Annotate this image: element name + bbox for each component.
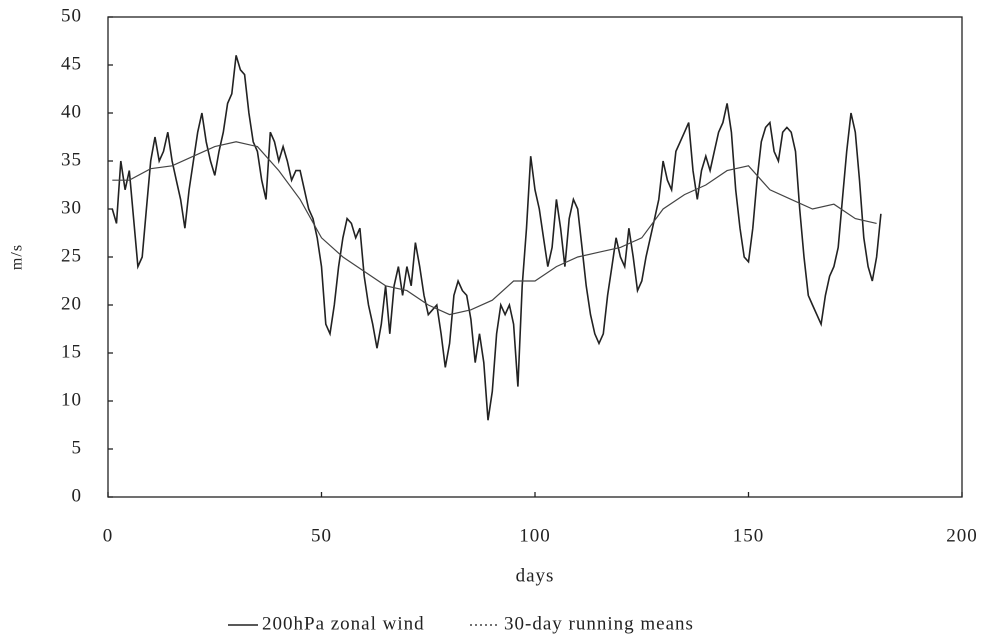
y-tick-label: 5 (72, 437, 83, 458)
legend-label: 200hPa zonal wind (262, 613, 425, 634)
y-tick-label: 50 (61, 5, 82, 26)
y-axis-label: m/s (9, 244, 26, 270)
y-tick-label: 40 (61, 101, 82, 122)
x-tick-label: 50 (311, 525, 332, 546)
y-tick-label: 25 (61, 245, 82, 266)
series-line (112, 141, 877, 316)
y-tick-label: 45 (61, 53, 82, 74)
x-tick-label: 100 (519, 525, 551, 546)
y-tick-label: 10 (61, 389, 82, 410)
legend-label: 30-day running means (504, 613, 694, 634)
x-tick-label: 200 (946, 525, 978, 546)
x-tick-label: 0 (103, 525, 114, 546)
y-tick-label: 30 (61, 197, 82, 218)
y-tick-label: 0 (72, 485, 83, 506)
series-line (111, 55, 882, 421)
y-tick-label: 35 (61, 149, 82, 170)
plot-frame (107, 16, 963, 498)
x-axis-label: days (516, 565, 555, 586)
y-tick-label: 20 (61, 293, 82, 314)
x-tick-label: 150 (733, 525, 765, 546)
y-tick-label: 15 (61, 341, 82, 362)
